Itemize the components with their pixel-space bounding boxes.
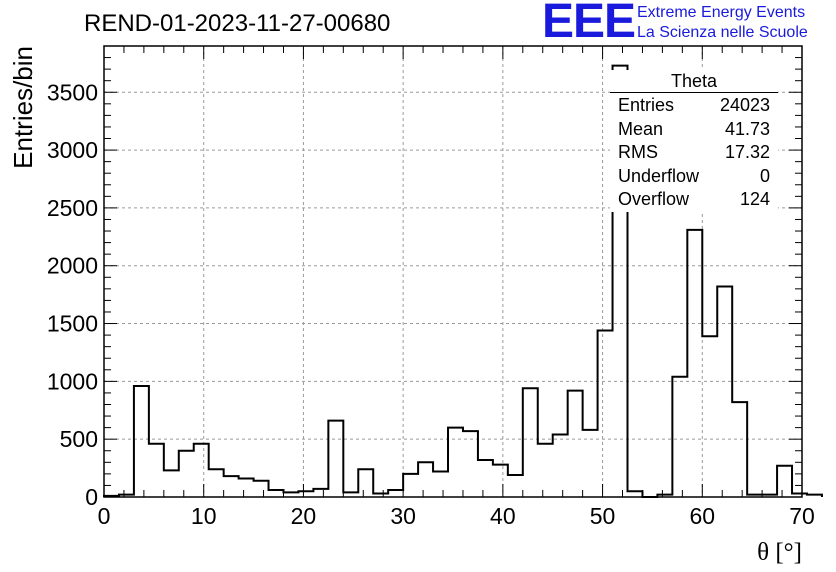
histogram-series-line xyxy=(103,64,823,498)
histogram-bin xyxy=(777,466,792,497)
stats-row-rms: RMS 17.32 xyxy=(610,141,778,165)
histogram-bin xyxy=(478,460,493,497)
stats-value: 17.32 xyxy=(724,142,770,162)
histogram-bin xyxy=(134,386,149,497)
stats-label: RMS xyxy=(618,142,658,162)
histogram-bin xyxy=(209,469,224,497)
y-tick-label: 0 xyxy=(85,484,98,510)
histogram-bin xyxy=(732,402,747,497)
histogram-bin xyxy=(568,391,583,497)
histogram-bin xyxy=(523,388,538,497)
histogram-bin xyxy=(628,491,643,497)
x-axis-label: θ [°] xyxy=(757,539,802,566)
chart-title: REND-01-2023-11-27-00680 xyxy=(84,10,391,37)
stats-label: Overflow xyxy=(618,189,690,209)
histogram-bin xyxy=(149,444,164,497)
stats-label: Entries xyxy=(618,95,675,115)
histogram-bin xyxy=(508,475,523,497)
histogram-bin xyxy=(179,451,194,497)
histogram-bin xyxy=(328,421,343,497)
histogram-bin xyxy=(583,430,598,497)
histogram-bin xyxy=(239,478,254,497)
histogram-bin xyxy=(493,465,508,497)
stats-value: 124 xyxy=(739,189,770,209)
histogram-bin xyxy=(313,489,328,497)
logo-line-2: La Scienza nelle Scuole xyxy=(637,24,808,41)
logo-mark: EEE xyxy=(542,0,636,48)
eee-logo: EEE Extreme Energy Events La Scienza nel… xyxy=(542,0,836,48)
y-tick-label: 1000 xyxy=(47,368,98,394)
x-tick-label: 20 xyxy=(291,503,317,529)
y-tick-label: 1500 xyxy=(47,311,98,337)
histogram-bin xyxy=(702,336,717,497)
stats-row-entries: Entries 24023 xyxy=(610,94,778,118)
histogram-bin xyxy=(298,491,313,497)
histogram-bin xyxy=(448,428,463,497)
histogram-bin xyxy=(598,330,613,497)
x-tick-label: 50 xyxy=(590,503,616,529)
histogram-bin xyxy=(194,444,209,497)
stats-box: Theta Entries 24023 Mean 41.73 RMS 17.32… xyxy=(610,70,778,212)
stats-row-mean: Mean 41.73 xyxy=(610,118,778,142)
stats-label: Mean xyxy=(618,118,664,139)
histogram-bin xyxy=(403,474,418,497)
histogram-bin xyxy=(224,476,239,497)
histogram-bin xyxy=(553,435,568,497)
x-tick-label: 30 xyxy=(390,503,416,529)
histogram-bin xyxy=(254,481,269,497)
plot-frame xyxy=(103,45,803,498)
y-tick-label: 500 xyxy=(60,426,98,452)
y-tick-label: 3500 xyxy=(47,79,98,105)
x-tick-label: 60 xyxy=(689,503,715,529)
histogram-bin xyxy=(807,495,822,497)
histogram-bin xyxy=(418,462,433,497)
stats-value: 41.73 xyxy=(724,118,770,139)
x-tick-label: 0 xyxy=(98,503,111,529)
stats-label: Underflow xyxy=(618,165,700,186)
histogram-bin xyxy=(433,472,448,497)
histogram-bin xyxy=(538,444,553,497)
stats-row-underflow: Underflow 0 xyxy=(610,165,778,189)
y-tick-label: 2500 xyxy=(47,195,98,221)
histogram-bin xyxy=(388,490,403,497)
stats-value: 24023 xyxy=(719,95,770,115)
histogram-bin xyxy=(358,469,373,497)
y-tick-label: 3000 xyxy=(47,137,98,163)
stats-title: Theta xyxy=(610,70,778,93)
x-tick-label: 10 xyxy=(191,503,217,529)
histogram-bin xyxy=(164,470,179,497)
x-tick-label: 40 xyxy=(490,503,516,529)
y-axis-label: Entries/bin xyxy=(8,46,38,169)
histogram-bin xyxy=(717,287,732,497)
histogram-bin xyxy=(687,230,702,497)
stats-row-overflow: Overflow 124 xyxy=(610,188,778,212)
y-tick-label: 2000 xyxy=(47,253,98,279)
logo-line-1: Extreme Energy Events xyxy=(637,4,806,21)
x-tick-label: 70 xyxy=(789,503,815,529)
histogram-bin xyxy=(672,377,687,497)
stats-value: 0 xyxy=(759,165,770,186)
histogram-bin xyxy=(269,490,284,497)
histogram-bin xyxy=(463,431,478,497)
